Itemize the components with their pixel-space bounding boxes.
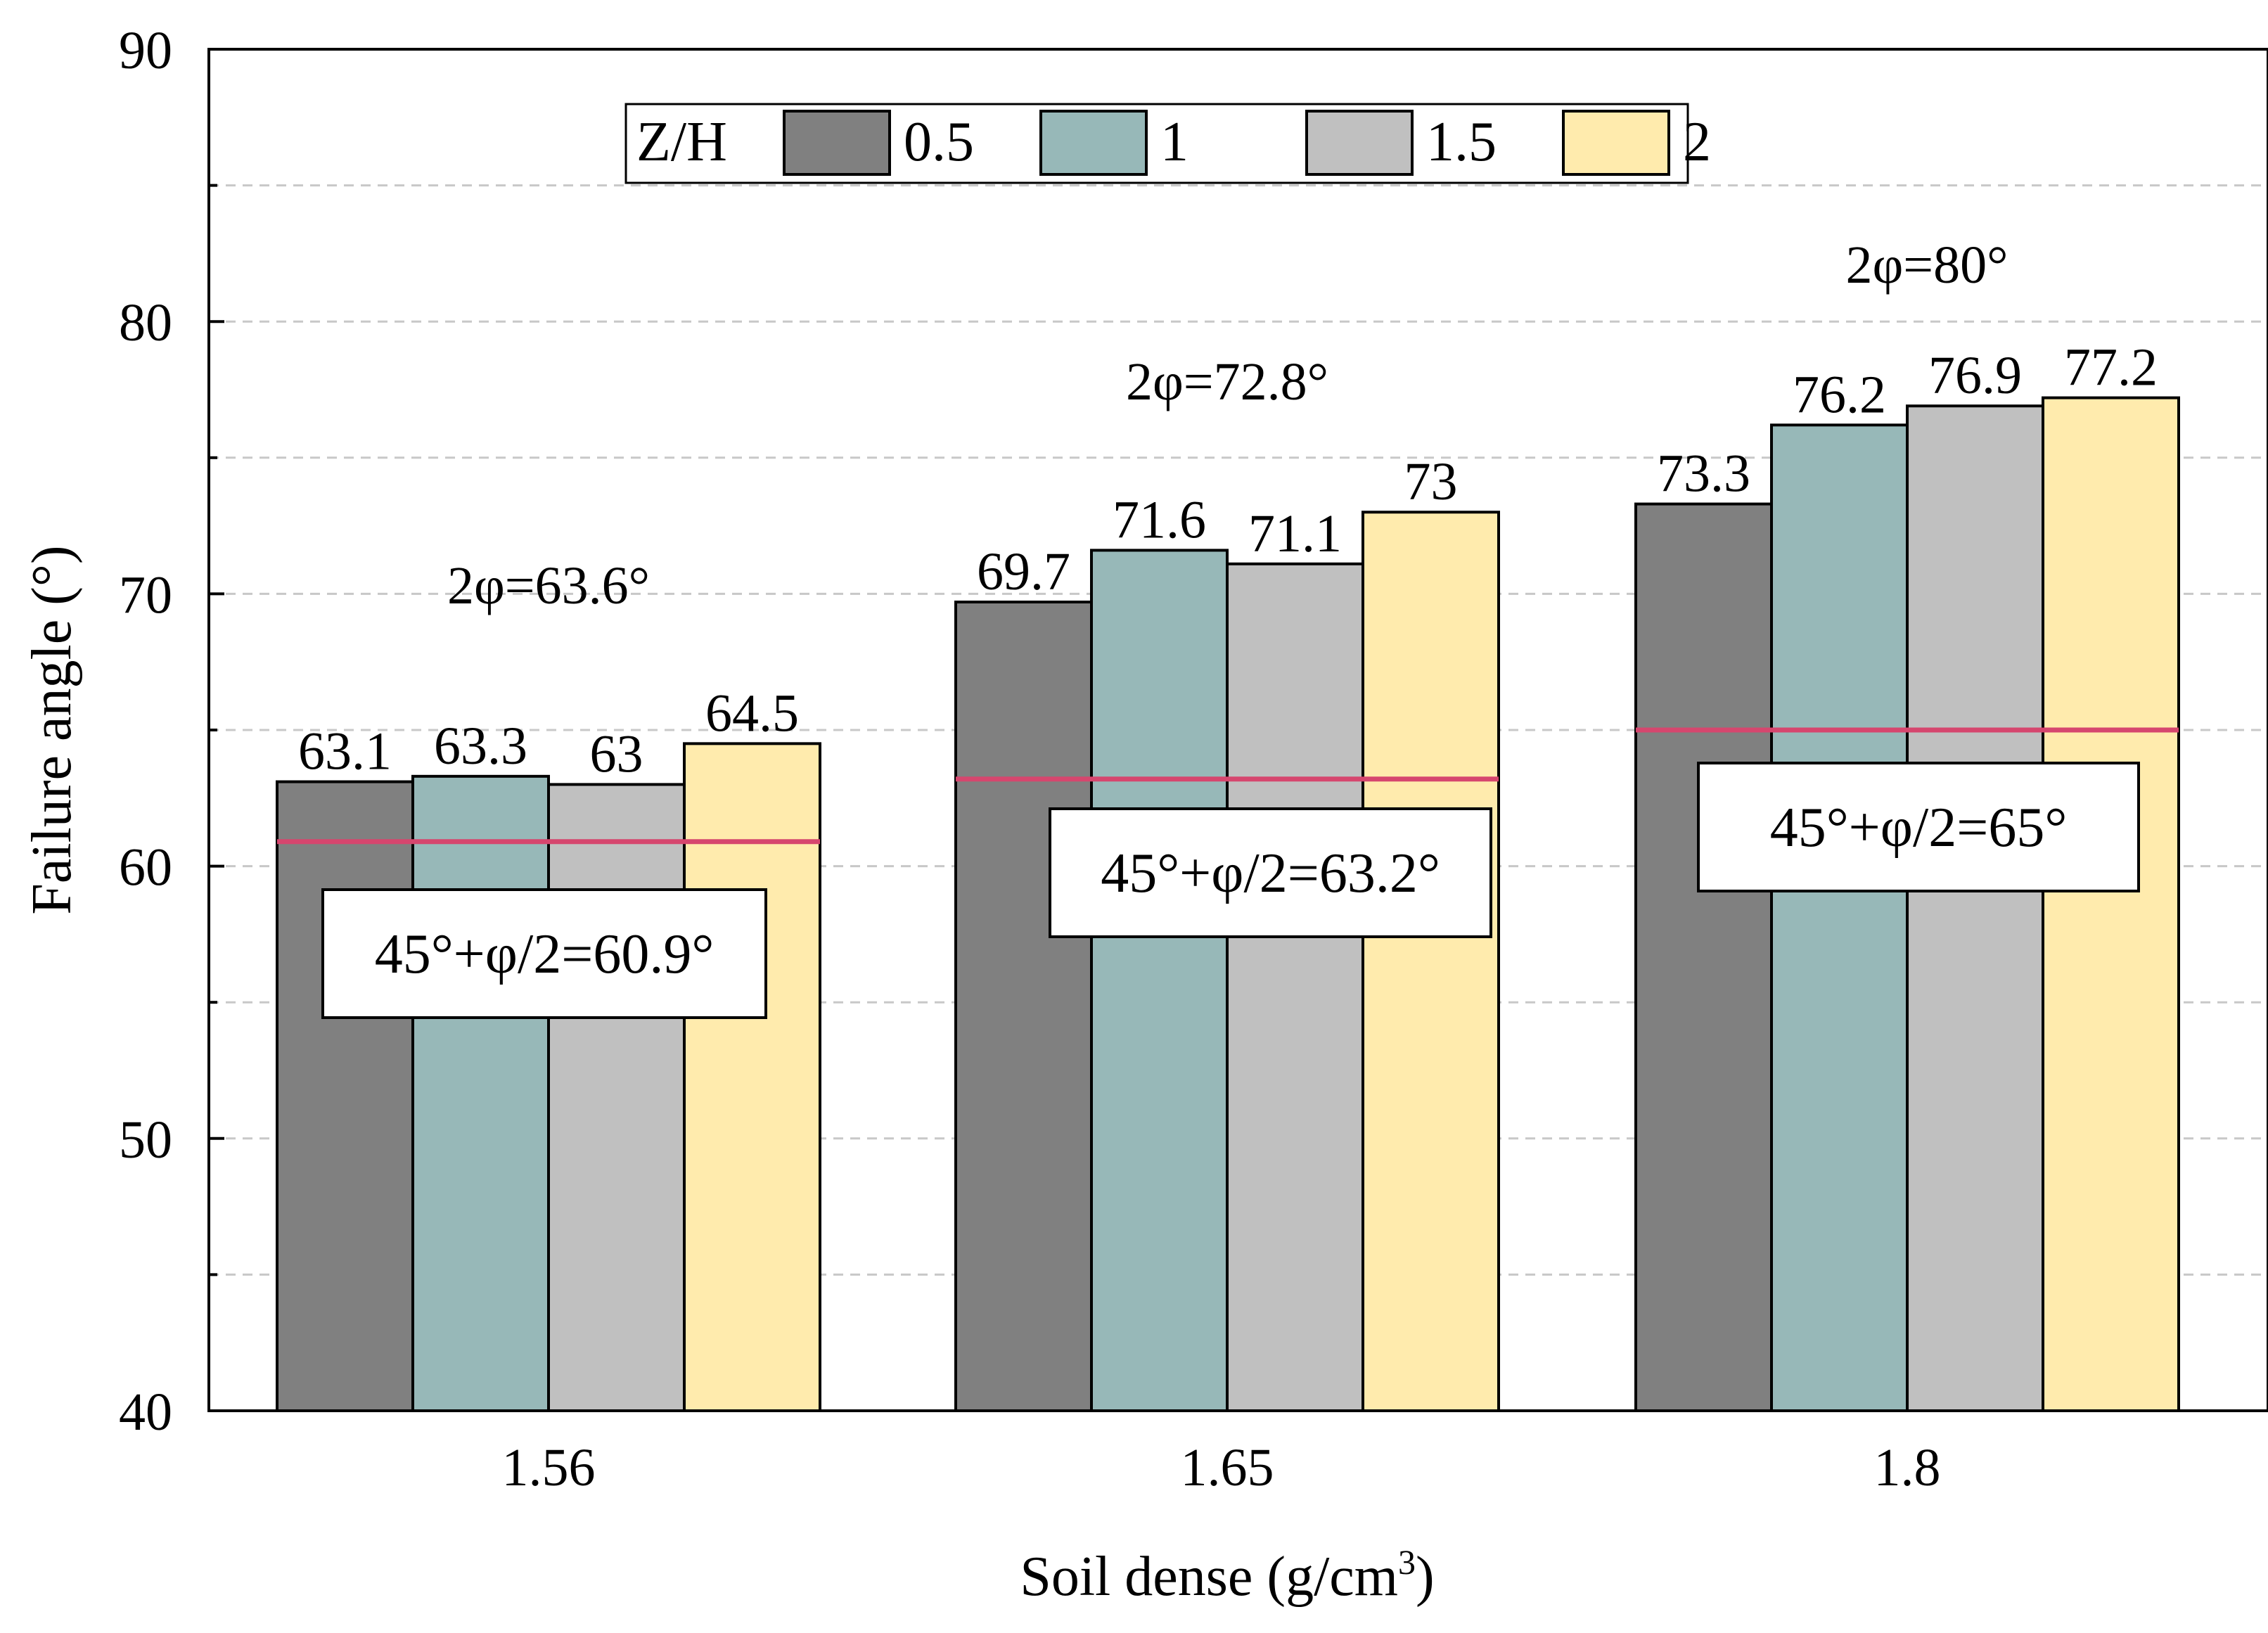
legend-swatch: [1305, 110, 1414, 176]
annotations: 2φ=63.6° 2φ=72.8° 2φ=80°: [447, 236, 2008, 615]
legend-swatch: [1562, 110, 1670, 176]
bar-1-1_65: [1090, 549, 1229, 1412]
reference-label-box: [1049, 807, 1492, 938]
value-labels: 63.1 63.3 63 64.5 69.7 71.6 71.1 73 73.3 76.2 76.9…: [298, 338, 2158, 784]
y-axis: 40 50 60 70 80 90: [119, 21, 224, 1442]
x-axis-title-close: ): [1416, 1546, 1435, 1608]
y-tick-label: 40: [119, 1383, 172, 1442]
x-axis: 1.56 1.65 1.8: [502, 1395, 1941, 1497]
x-tick-label: 1.56: [502, 1438, 596, 1497]
data-label: 77.2: [2064, 338, 2158, 397]
bar-1-1_8: [1770, 423, 1909, 1412]
bar-2-1_56: [683, 742, 821, 1412]
legend-swatch: [1039, 110, 1148, 176]
y-tick-label: 60: [119, 838, 172, 897]
legend-label: 1: [1160, 111, 1189, 173]
reference-label-box: [1697, 762, 2140, 892]
reference-label-text: 45°+φ/2=63.2°: [1101, 843, 1440, 904]
legend-items: 0.5 1 1.5 2: [783, 110, 1711, 176]
reference-label-box: [321, 888, 767, 1019]
legend: Z/H 0.5 1 1.5 2: [624, 103, 1711, 184]
bar-2-1_8: [2042, 396, 2180, 1413]
y-tick-label: 70: [119, 565, 172, 625]
data-label: 71.6: [1113, 490, 1206, 549]
x-tick-label: 1.8: [1874, 1438, 1941, 1497]
bar-1-1_56: [411, 774, 550, 1412]
data-label: 73: [1404, 452, 1458, 511]
reference-label-text: 45°+φ/2=60.9°: [375, 923, 715, 985]
data-label: 76.2: [1793, 365, 1886, 424]
x-axis-title: Soil dense (g/cm3): [1020, 1542, 1434, 1608]
bar-0_5-1_56: [276, 780, 414, 1412]
x-axis-title-sup: 3: [1398, 1542, 1416, 1582]
reference-lines: 45°+φ/2=60.9° 45°+φ/2=63.2° 45°+φ/2=65°: [277, 727, 2179, 1019]
data-label: 76.9: [1928, 346, 2022, 405]
bar-1_5-1_8: [1906, 404, 2044, 1412]
legend-label: 0.5: [904, 111, 974, 173]
x-axis-title-main: Soil dense (g/cm: [1020, 1546, 1398, 1608]
y-tick-label: 50: [119, 1110, 172, 1170]
bar-1_5-1_56: [547, 783, 686, 1412]
data-label: 71.1: [1248, 504, 1342, 563]
data-label: 63: [590, 724, 643, 783]
reference-label-text: 45°+φ/2=65°: [1770, 797, 2068, 859]
bars: [276, 396, 2180, 1413]
x-tick-label: 1.65: [1181, 1438, 1274, 1497]
legend-swatch: [783, 110, 891, 176]
legend-title: Z/H: [636, 111, 727, 173]
data-label: 69.7: [977, 542, 1070, 601]
data-label: 73.3: [1657, 444, 1750, 504]
y-tick-label: 90: [119, 21, 172, 80]
annotation-2phi: 2φ=72.8°: [1126, 352, 1328, 411]
bar-1_5-1_65: [1226, 562, 1364, 1412]
y-tick-label: 80: [119, 293, 172, 352]
bar-0_5-1_8: [1634, 502, 1773, 1412]
data-label: 64.5: [705, 684, 799, 743]
data-label: 63.3: [434, 717, 527, 776]
bar-0_5-1_65: [954, 601, 1093, 1412]
data-label: 63.1: [298, 722, 392, 781]
legend-label: 1.5: [1426, 111, 1497, 173]
legend-label: 2: [1683, 111, 1711, 173]
y-axis-title: Failure angle (°): [21, 545, 83, 914]
bar-2-1_65: [1362, 511, 1500, 1412]
annotation-2phi: 2φ=80°: [1845, 236, 2008, 295]
annotation-2phi: 2φ=63.6°: [447, 556, 650, 615]
